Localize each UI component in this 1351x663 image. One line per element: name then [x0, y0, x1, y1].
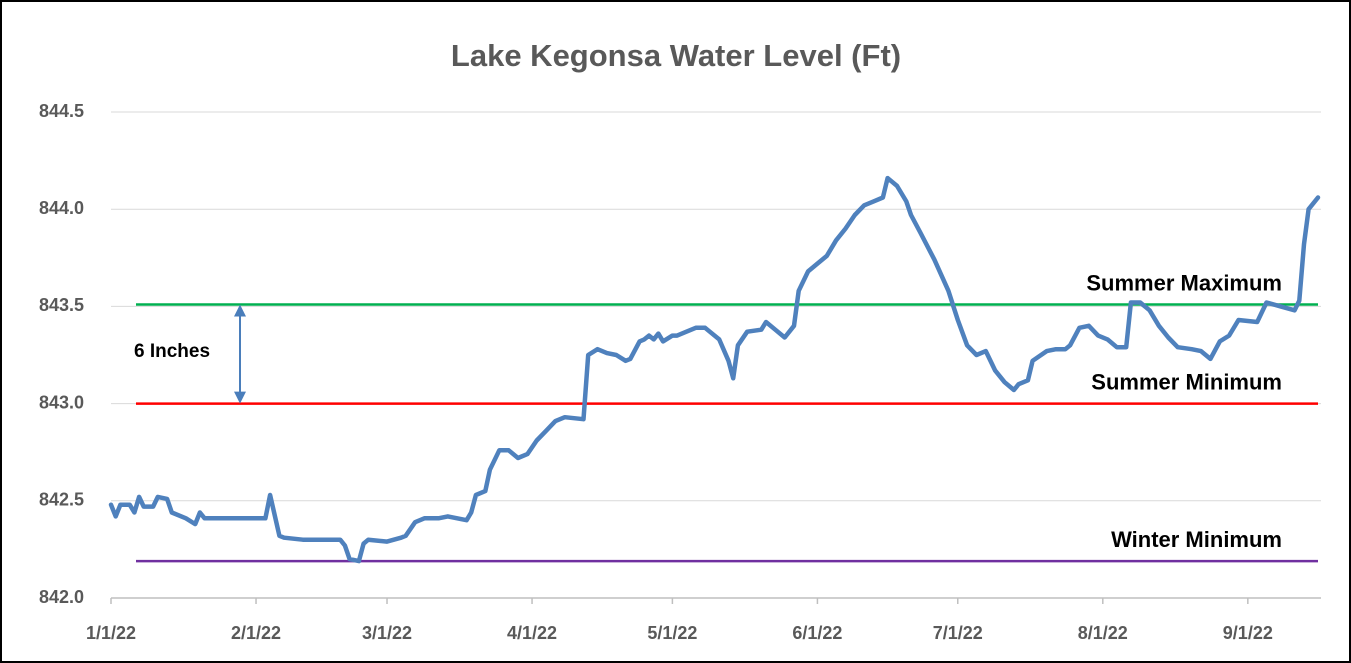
x-tick-label: 7/1/22 — [933, 623, 983, 643]
x-tick-label: 1/1/22 — [86, 623, 136, 643]
x-tick-label: 4/1/22 — [507, 623, 557, 643]
arrow-head — [234, 391, 246, 404]
y-tick-label: 842.0 — [39, 587, 84, 607]
reference-label: Summer Maximum — [1086, 270, 1282, 295]
y-tick-label: 842.5 — [39, 490, 84, 510]
y-tick-label: 844.5 — [39, 101, 84, 121]
y-tick-label: 843.5 — [39, 295, 84, 315]
data-line — [108, 175, 1321, 564]
x-tick-label: 6/1/22 — [792, 623, 842, 643]
x-tick-label: 8/1/22 — [1078, 623, 1128, 643]
x-tick-label: 3/1/22 — [362, 623, 412, 643]
y-tick-label: 844.0 — [39, 198, 84, 218]
arrow-head — [234, 304, 246, 317]
chart-title: Lake Kegonsa Water Level (Ft) — [451, 38, 901, 73]
annotation: 6 Inches — [134, 341, 210, 362]
x-tick-label: 5/1/22 — [647, 623, 697, 643]
reference-label: Winter Minimum — [1111, 527, 1282, 552]
x-tick-label: 2/1/22 — [231, 623, 281, 643]
y-tick-label: 843.0 — [39, 392, 84, 412]
reference-label: Summer Minimum — [1091, 369, 1282, 394]
x-tick-label: 9/1/22 — [1223, 623, 1273, 643]
